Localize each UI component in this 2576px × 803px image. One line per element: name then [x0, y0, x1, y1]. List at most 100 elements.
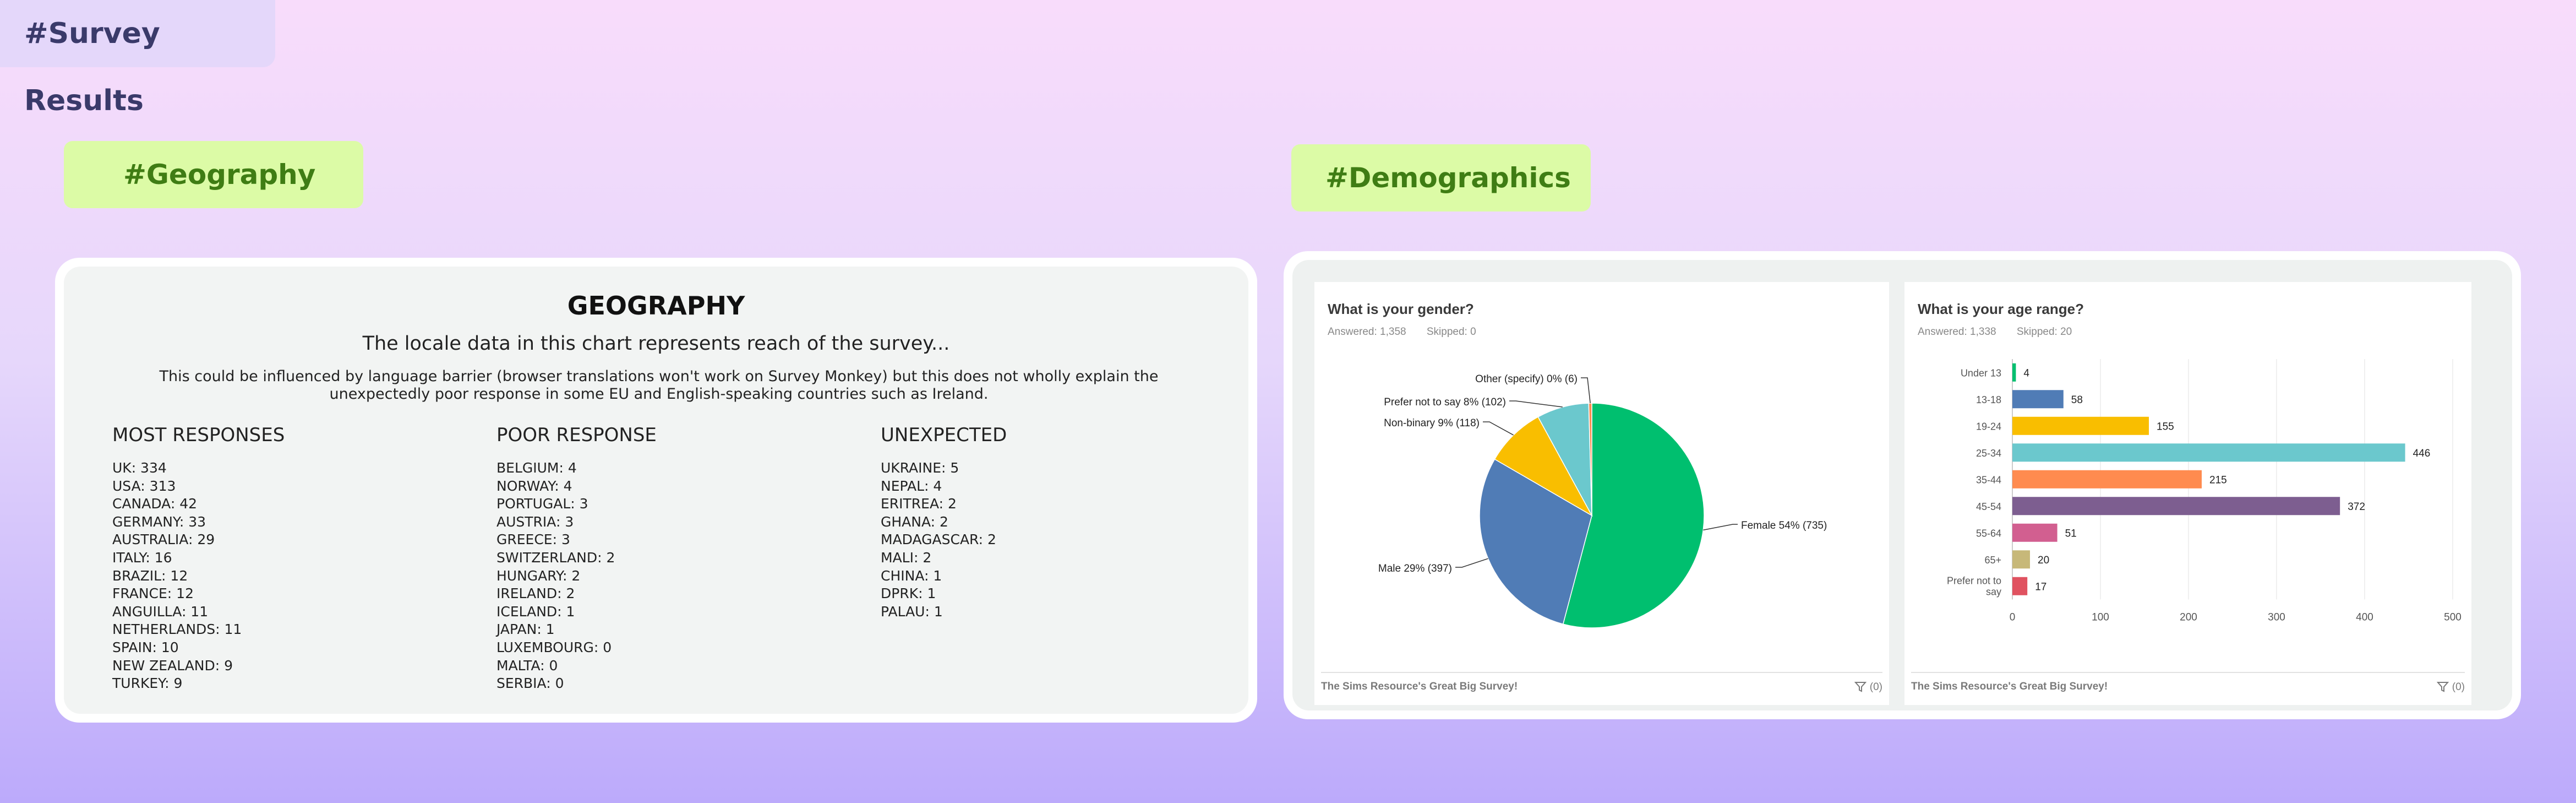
demographics-panel: What is your gender? Answered: 1,358 Ski… [1292, 260, 2512, 710]
country-item: SERBIA: 0 [496, 675, 564, 692]
answered-count: Answered: 1,358 [1328, 326, 1406, 338]
country-item: TURKEY: 9 [112, 675, 183, 692]
bar [2012, 577, 2028, 595]
pie-label: Prefer not to say 8% (102) [1384, 397, 1506, 408]
bar [2012, 443, 2405, 462]
category-label: Under 13 [1961, 367, 2001, 378]
country-item: BRAZIL: 12 [112, 567, 188, 584]
country-item: ANGUILLA: 11 [112, 603, 209, 620]
country-item: ITALY: 16 [112, 549, 172, 566]
country-item: GERMANY: 33 [112, 513, 206, 530]
country-list: BELGIUM: 4 NORWAY: 4 PORTUGAL: 3 AUSTRIA: 3… [496, 459, 849, 693]
bar-value-label: 372 [2348, 501, 2365, 513]
survey-name: The Sims Resource's Great Big Survey! [1321, 681, 1518, 692]
category-label: 55-64 [1976, 528, 2001, 539]
geography-note: This could be influenced by language bar… [159, 368, 1159, 403]
x-tick-label: 100 [2092, 612, 2109, 623]
country-item: AUSTRIA: 3 [496, 513, 574, 530]
pie-label: Female 54% (735) [1741, 520, 1827, 531]
category-label: 45-54 [1976, 501, 2001, 512]
geography-subtitle: The locale data in this chart represents… [362, 333, 950, 355]
country-item: PORTUGAL: 3 [496, 496, 588, 512]
bar [2012, 363, 2016, 382]
country-item: AUSTRALIA: 29 [112, 531, 215, 548]
filter-icon [2437, 682, 2449, 692]
category-label: 25-34 [1976, 448, 2001, 459]
country-item: FRANCE: 12 [112, 585, 194, 602]
geography-frame: GEOGRAPHY The locale data in this chart … [55, 258, 1257, 723]
gender-footer: The Sims Resource's Great Big Survey! (0… [1321, 672, 1882, 698]
bar-value-label: 58 [2071, 394, 2083, 406]
country-item: UKRAINE: 5 [881, 460, 959, 476]
bar-value-label: 155 [2157, 421, 2174, 432]
column-title: UNEXPECTED [881, 424, 1007, 446]
filter-button[interactable]: (0) [1854, 681, 1882, 693]
column-title: MOST RESPONSES [112, 424, 285, 446]
bar-value-label: 215 [2209, 474, 2227, 486]
bar-value-label: 20 [2038, 555, 2049, 566]
demographics-frame: What is your gender? Answered: 1,358 Ski… [1284, 251, 2521, 719]
gender-card: What is your gender? Answered: 1,358 Ski… [1314, 282, 1889, 705]
age-card: What is your age range? Answered: 1,338 … [1904, 282, 2471, 705]
country-item: NEPAL: 4 [881, 478, 942, 494]
category-label: 19-24 [1976, 421, 2001, 432]
country-item: SPAIN: 10 [112, 639, 179, 655]
pie-label: Other (specify) 0% (6) [1475, 373, 1578, 385]
country-item: DPRK: 1 [881, 585, 936, 602]
country-item: CHINA: 1 [881, 567, 942, 584]
pie-slice [1562, 403, 1705, 628]
x-tick-label: 0 [2010, 612, 2016, 623]
bar-value-label: 51 [2065, 528, 2077, 539]
gender-pie-chart: Female 54% (735) Male 29% (397) Non-binary… [1378, 373, 1827, 628]
country-item: ERITREA: 2 [881, 496, 957, 512]
pie-leader-line [1581, 377, 1591, 404]
country-item: SWITZERLAND: 2 [496, 549, 615, 566]
country-item: NETHERLANDS: 11 [112, 621, 242, 638]
country-item: PALAU: 1 [881, 603, 943, 620]
pie-leader-line [1703, 524, 1738, 531]
country-item: CANADA: 42 [112, 496, 198, 512]
skipped-count: Skipped: 0 [1426, 326, 1476, 338]
country-item: HUNGARY: 2 [496, 567, 581, 584]
geography-tag: #Geography [64, 141, 363, 208]
category-label: 65+ [1984, 555, 2001, 566]
bar [2012, 470, 2202, 489]
pie-label: Male 29% (397) [1378, 563, 1452, 574]
demographics-tag: #Demographics [1291, 144, 1591, 211]
answered-count: Answered: 1,338 [1918, 326, 1996, 338]
bar [2012, 497, 2340, 516]
pie-label: Non-binary 9% (118) [1384, 417, 1480, 429]
country-item: ICELAND: 1 [496, 603, 575, 620]
x-tick-label: 300 [2268, 612, 2285, 623]
country-item: GHANA: 2 [881, 513, 948, 530]
country-item: MALTA: 0 [496, 657, 558, 674]
skipped-count: Skipped: 20 [2016, 326, 2072, 338]
country-item: NORWAY: 4 [496, 478, 572, 494]
category-label: 13-18 [1976, 394, 2001, 405]
pie-leader-line [1509, 400, 1563, 408]
bar [2012, 390, 2064, 409]
filter-button[interactable]: (0) [2437, 681, 2465, 693]
column-poor-response: POOR RESPONSE BELGIUM: 4 NORWAY: 4 PORTUGA… [496, 424, 849, 693]
x-tick-label: 500 [2444, 612, 2462, 623]
bar [2012, 550, 2030, 569]
category-label: Prefer not to say [1947, 575, 2001, 597]
country-item: GREECE: 3 [496, 531, 570, 548]
x-tick-label: 400 [2356, 612, 2373, 623]
column-most-responses: MOST RESPONSES UK: 334 USA: 313 CANADA: 42… [112, 424, 465, 693]
filter-count: (0) [2452, 681, 2465, 693]
survey-name: The Sims Resource's Great Big Survey! [1911, 681, 2108, 692]
filter-count: (0) [1869, 681, 1882, 693]
country-item: LUXEMBOURG: 0 [496, 639, 612, 655]
country-item: MADAGASCAR: 2 [881, 531, 996, 548]
bar-value-label: 17 [2035, 581, 2046, 593]
age-meta: Answered: 1,338 Skipped: 20 [1918, 326, 2089, 338]
age-question: What is your age range? [1918, 301, 2084, 317]
geography-heading: GEOGRAPHY [567, 291, 745, 321]
bar-value-label: 446 [2413, 448, 2431, 459]
filter-icon [1854, 682, 1867, 692]
gender-question: What is your gender? [1328, 301, 1474, 317]
country-item: JAPAN: 1 [496, 621, 555, 638]
pie-leader-line [1483, 421, 1514, 436]
